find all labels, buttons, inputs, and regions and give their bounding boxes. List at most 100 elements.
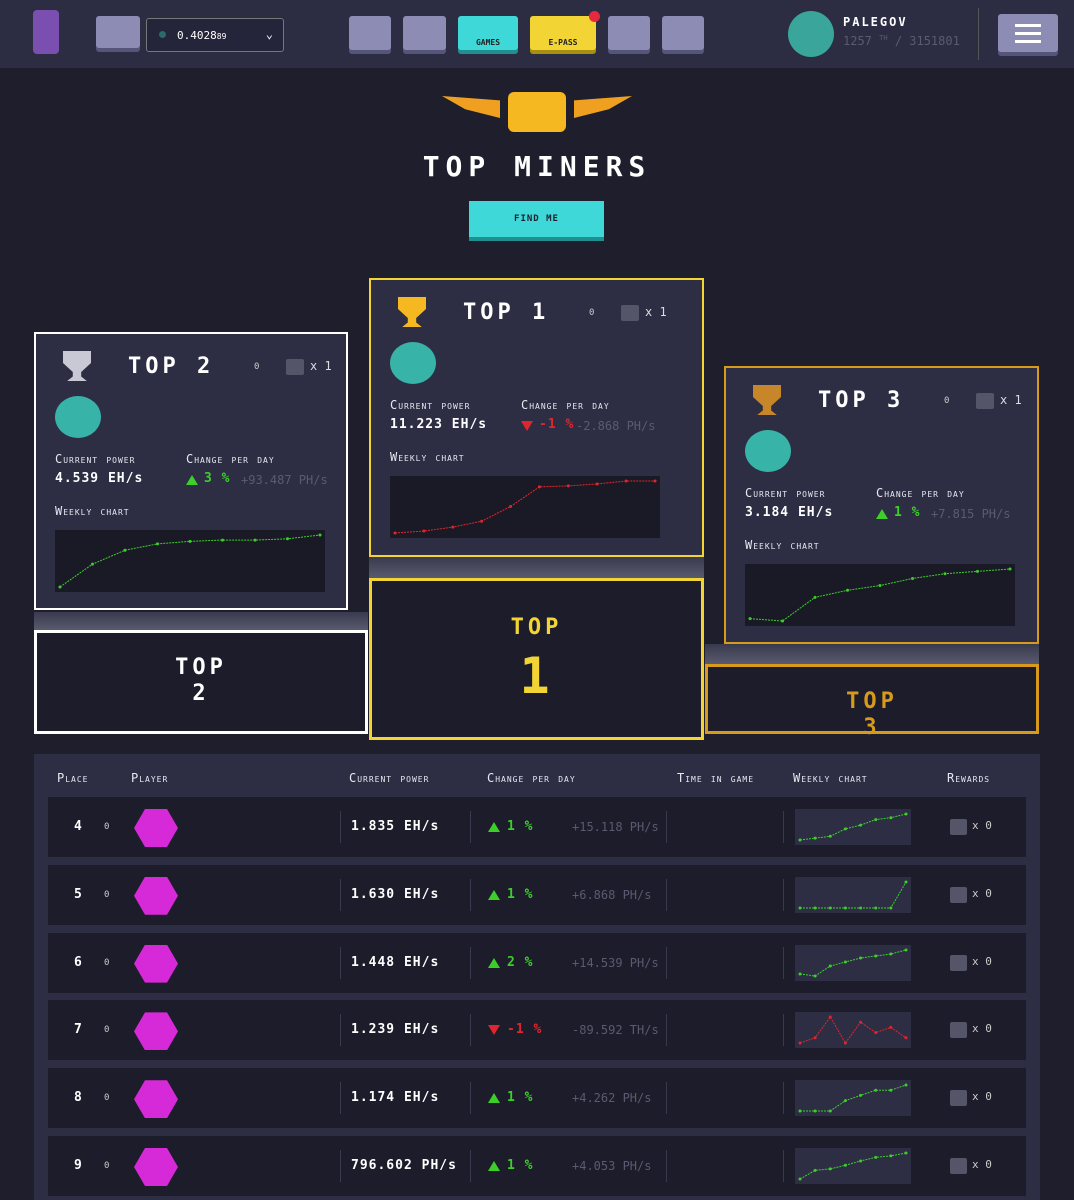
trend-arrow [488, 822, 500, 832]
chart-point [843, 1041, 847, 1045]
divider [978, 8, 979, 60]
weekly-label: Weekly chart [745, 538, 820, 552]
chart-point [509, 505, 513, 509]
user-avatar[interactable] [788, 11, 834, 57]
table-row[interactable]: 7 0 1.239 EH/s -1 % -89.592 TH/s x 0 [48, 1000, 1026, 1061]
shop-button[interactable] [403, 16, 446, 50]
chart-point [859, 823, 863, 827]
games-button[interactable]: GAMES [458, 16, 518, 50]
chart-point [904, 948, 908, 952]
find-me-button[interactable]: FIND ME [469, 201, 604, 237]
player-avatar [134, 876, 178, 915]
trophy-icon [63, 351, 91, 381]
change-percent: 1 % [507, 1090, 534, 1106]
column-divider [666, 1150, 667, 1182]
notification-dot [589, 11, 600, 22]
chart-point [813, 1109, 817, 1113]
coin-icon [159, 31, 166, 38]
chart-point [874, 818, 878, 822]
column-header: Place [57, 771, 89, 785]
reward-count: x 0 [972, 1022, 992, 1036]
weekly-chart [795, 809, 911, 845]
nav-label: GAMES [475, 38, 501, 47]
chart-point [58, 585, 62, 589]
chart-point [828, 1015, 832, 1019]
chart-point [889, 952, 893, 956]
table-row[interactable]: 9 0 796.602 PH/s 1 % +4.053 PH/s x 0 [48, 1136, 1026, 1196]
page-title: TOP MINERS [422, 150, 652, 183]
table-row[interactable]: 8 0 1.174 EH/s 1 % +4.262 PH/s x 0 [48, 1068, 1026, 1129]
home-button[interactable] [349, 16, 391, 50]
weekly-chart [795, 1012, 911, 1049]
wallet-button[interactable] [96, 16, 140, 48]
podium-place: 3 [863, 715, 881, 740]
power: 1.835 EH/s [351, 819, 440, 834]
menu-button[interactable] [998, 14, 1058, 52]
podium-top: TOP [510, 615, 563, 640]
podium-step [705, 644, 1039, 664]
chart-point [813, 1036, 817, 1040]
player-avatar [745, 430, 791, 472]
badge: 0 [104, 889, 110, 900]
chart-point [566, 484, 570, 488]
chart-point [828, 906, 832, 910]
chart-point [123, 548, 127, 552]
reward-trophy [976, 393, 994, 409]
place: 6 [74, 954, 83, 970]
column-header: Change per day [487, 771, 576, 785]
change-percent: 1 % [507, 1158, 534, 1173]
change-absolute: +4.053 PH/s [572, 1159, 652, 1173]
chart-point [874, 1155, 878, 1159]
place: 5 [74, 886, 83, 902]
chart-point [878, 584, 882, 588]
chart-point [904, 1151, 908, 1155]
reward-count: x 0 [972, 1158, 992, 1171]
trend-arrow [488, 1025, 500, 1036]
balance-dropdown[interactable]: 0.402889 ⌄ [146, 18, 284, 52]
chart-point [904, 880, 908, 884]
epass-button[interactable]: E-PASS [530, 16, 596, 50]
podium-top: TOP [846, 689, 898, 714]
chart-point [813, 595, 817, 599]
column-divider [470, 946, 471, 979]
player-avatar [390, 342, 436, 384]
logo[interactable] [33, 10, 59, 54]
player-avatar [134, 1012, 178, 1051]
chart-line [799, 1152, 907, 1180]
chart-point [318, 533, 322, 537]
podium-step [34, 612, 368, 630]
chart-line [394, 480, 655, 534]
chart-point [798, 906, 802, 910]
market-button[interactable] [608, 16, 650, 50]
power-label: Current power [745, 486, 826, 500]
change-percent: 3 % [204, 471, 231, 486]
change-absolute: -2.868 PH/s [576, 419, 656, 433]
badge: 0 [104, 1161, 110, 1171]
chart-point [813, 836, 817, 840]
badge: 0 [589, 308, 595, 318]
chart-point [874, 906, 878, 910]
column-divider [340, 811, 341, 843]
column-divider [783, 1014, 784, 1047]
table-row[interactable]: 6 0 1.448 EH/s 2 % +14.539 PH/s x 0 [48, 932, 1026, 993]
column-header: Time in game [677, 771, 755, 785]
column-divider [666, 878, 667, 911]
user-level: 1257 [843, 34, 872, 48]
table-row[interactable]: 5 0 1.630 EH/s 1 % +6.868 PH/s x 0 [48, 864, 1026, 925]
reward-trophy [950, 954, 967, 971]
power: 1.448 EH/s [351, 954, 440, 970]
badge: 0 [104, 1025, 110, 1036]
reward-count: x 0 [972, 819, 992, 832]
reward-trophy [286, 359, 304, 375]
weekly-chart [795, 1080, 911, 1117]
chart-point [889, 816, 893, 820]
chart-point [253, 538, 257, 542]
table-row[interactable]: 4 0 1.835 EH/s 1 % +15.118 PH/s x 0 [48, 797, 1026, 857]
chart-point [624, 479, 628, 483]
storage-button[interactable] [662, 16, 704, 50]
power-value: 3.184 EH/s [745, 505, 834, 520]
podium-place: 1 [519, 647, 554, 705]
change-absolute: +4.262 PH/s [572, 1091, 652, 1106]
chart-point [874, 1088, 878, 1092]
power-value: 11.223 EH/s [390, 417, 488, 432]
